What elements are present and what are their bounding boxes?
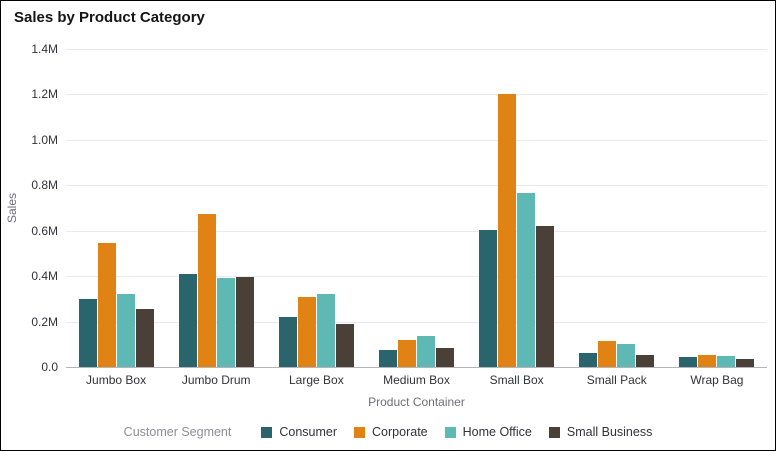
bar-corporate-medium-box[interactable] [397,340,416,367]
bar-corporate-small-pack[interactable] [598,341,617,367]
x-axis-title: Product Container [368,395,465,409]
bar-home-office-medium-box[interactable] [416,336,435,367]
x-tick-large-box: Large Box [289,373,344,387]
gridline-1-2m [66,94,767,96]
bar-consumer-large-box[interactable] [278,317,297,367]
bar-corporate-jumbo-box[interactable] [97,243,116,367]
gridline-0-4m [66,276,767,278]
bar-consumer-jumbo-drum[interactable] [178,274,197,367]
x-tick-wrap-bag: Wrap Bag [690,373,744,387]
bar-home-office-jumbo-box[interactable] [116,294,135,367]
bar-group-wrap-bag [667,49,767,367]
legend-swatch-small-business [548,426,560,438]
legend-label-corporate: Corporate [372,425,428,439]
bar-small-business-jumbo-drum[interactable] [235,277,254,367]
legend-item-small-business[interactable]: Small Business [548,425,653,439]
legend-label-consumer: Consumer [279,425,338,439]
bar-home-office-wrap-bag[interactable] [717,356,736,367]
y-tick-0-6m: 0.6M [31,223,58,238]
bar-group-small-pack [567,49,667,367]
y-tick-0-4m: 0.4M [31,269,58,284]
gridline-0-8m [66,185,767,187]
chart-title: Sales by Product Category [14,9,205,26]
legend-swatch-home-office [444,426,456,438]
legend-item-consumer[interactable]: Consumer [261,425,337,439]
bar-group-jumbo-box [66,49,166,367]
bar-corporate-small-box[interactable] [498,94,517,367]
gridline-0-2m [66,321,767,323]
x-tick-small-pack: Small Pack [586,373,647,387]
gridline-1-4m [66,49,767,50]
bar-group-jumbo-drum [166,49,266,367]
bar-small-business-medium-box[interactable] [435,348,454,367]
bar-home-office-large-box[interactable] [316,294,335,367]
bar-small-business-small-pack[interactable] [636,355,655,367]
y-tick-0-2m: 0.2M [31,314,58,329]
bar-group-large-box [266,49,366,367]
bar-corporate-wrap-bag[interactable] [698,355,717,367]
bar-group-small-box [467,49,567,367]
bar-consumer-small-box[interactable] [479,230,498,367]
legend-label-small-business: Small Business [566,425,653,439]
x-tick-small-box: Small Box [489,373,544,387]
y-tick-0-8m: 0.8M [31,178,58,193]
x-tick-jumbo-box: Jumbo Box [86,373,147,387]
bar-small-business-small-box[interactable] [536,226,555,367]
bar-home-office-small-box[interactable] [517,193,536,367]
bar-small-business-large-box[interactable] [335,324,354,367]
legend-swatch-corporate [354,426,366,438]
x-axis-tick-labels: Jumbo Box Jumbo Drum Large Box Medium Box Sm… [66,373,767,387]
legend: Customer Segment Consumer Corporate Home O… [1,425,775,439]
bar-corporate-jumbo-drum[interactable] [197,214,216,367]
y-tick-1-0m: 1.0M [31,132,58,147]
y-tick-1-2m: 1.2M [31,87,58,102]
y-tick-0-0: 0.0 [41,360,58,374]
bar-corporate-large-box[interactable] [297,297,316,367]
bar-consumer-jumbo-box[interactable] [78,299,97,367]
gridline-1-0m [66,139,767,141]
y-tick-1-4m: 1.4M [31,42,58,56]
bar-consumer-wrap-bag[interactable] [679,357,698,367]
bar-small-business-jumbo-box[interactable] [135,309,154,367]
plot-area [66,49,767,368]
bar-groups [66,49,767,367]
bar-consumer-medium-box[interactable] [378,350,397,367]
gridline-0-6m [66,230,767,232]
bar-consumer-small-pack[interactable] [579,353,598,367]
x-tick-medium-box: Medium Box [383,373,450,387]
legend-swatch-consumer [261,426,273,438]
bar-home-office-jumbo-drum[interactable] [216,278,235,367]
x-tick-jumbo-drum: Jumbo Drum [181,373,251,387]
bar-small-business-wrap-bag[interactable] [736,359,755,367]
y-axis-title: Sales [5,192,19,224]
bar-group-medium-box [366,49,466,367]
legend-item-home-office[interactable]: Home Office [444,425,532,439]
legend-title: Customer Segment [123,425,232,439]
legend-item-corporate[interactable]: Corporate [354,425,428,439]
bar-home-office-small-pack[interactable] [617,344,636,367]
legend-label-home-office: Home Office [462,425,532,439]
